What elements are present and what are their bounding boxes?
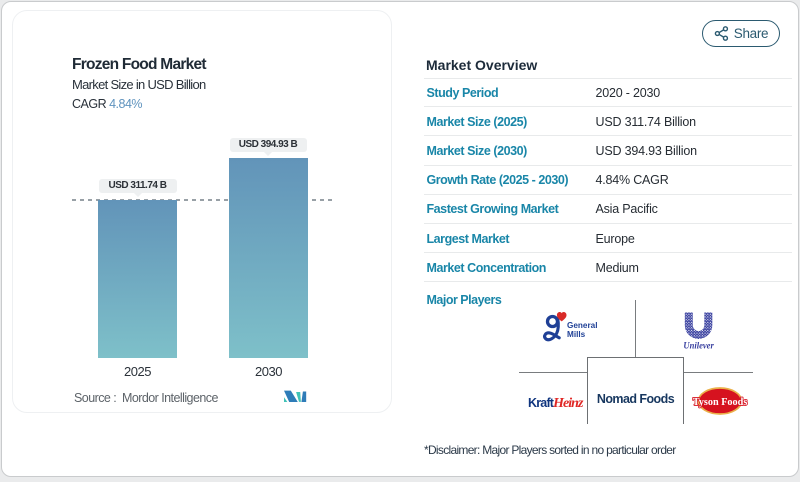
svg-text:Unilever: Unilever: [683, 340, 714, 350]
svg-text:General: General: [567, 321, 598, 330]
svg-text:Tyson Foods: Tyson Foods: [693, 397, 748, 408]
svg-text:Mills: Mills: [567, 330, 586, 339]
